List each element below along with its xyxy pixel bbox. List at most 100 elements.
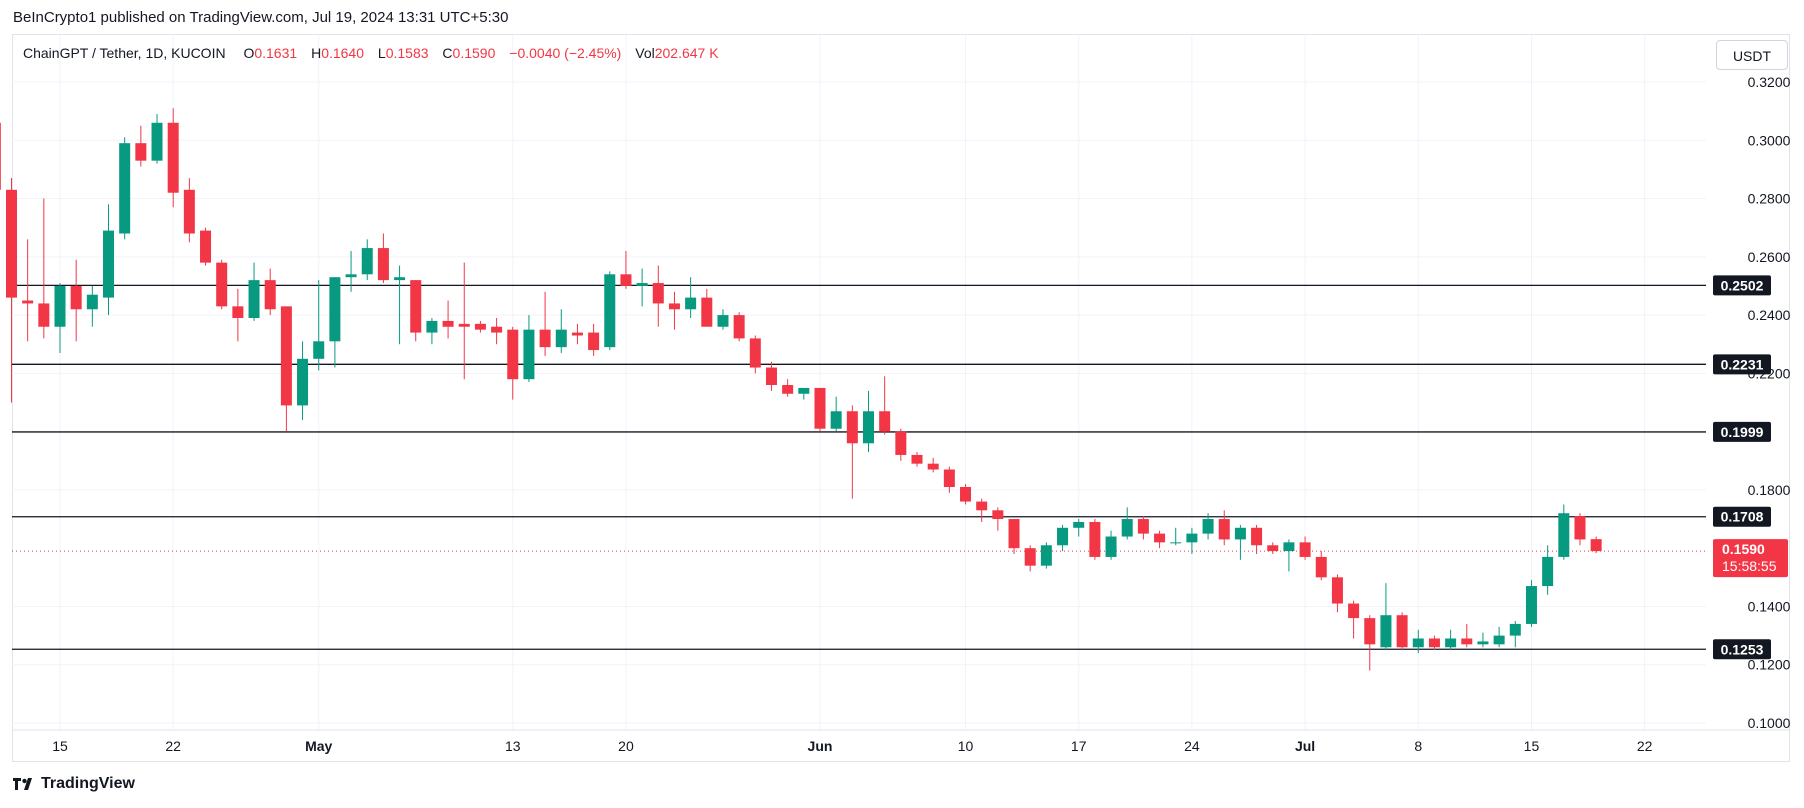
y-tick-label: 0.2800 bbox=[1748, 191, 1791, 207]
candle bbox=[1509, 621, 1521, 648]
candle bbox=[394, 265, 406, 345]
candle-body bbox=[1364, 618, 1376, 645]
candle bbox=[280, 306, 292, 432]
candle bbox=[895, 428, 907, 461]
candle-body bbox=[377, 248, 389, 281]
candle-body bbox=[200, 230, 212, 263]
level-label-box bbox=[1713, 639, 1771, 660]
low-value: 0.1583 bbox=[385, 45, 429, 61]
candle bbox=[38, 198, 50, 339]
candle-body bbox=[1170, 542, 1182, 544]
level-label: 0.1253 bbox=[1721, 641, 1764, 657]
candle-body bbox=[119, 143, 131, 234]
candle-body bbox=[879, 411, 891, 432]
candle-body bbox=[410, 280, 422, 333]
candle bbox=[749, 335, 761, 374]
candle-body bbox=[329, 277, 341, 342]
candle-body bbox=[135, 143, 147, 161]
x-tick-label: 15 bbox=[1524, 738, 1540, 754]
candle bbox=[167, 108, 179, 208]
candle bbox=[555, 309, 567, 353]
candle-body bbox=[927, 463, 939, 470]
x-tick-label: Jun bbox=[808, 738, 833, 754]
candle-body bbox=[1590, 539, 1602, 552]
candle bbox=[151, 114, 163, 164]
candle-body bbox=[555, 329, 567, 348]
candle-body bbox=[1525, 586, 1537, 624]
candle-body bbox=[765, 367, 777, 386]
candle bbox=[70, 259, 82, 342]
candle-body bbox=[458, 323, 470, 327]
level-labels: 0.2502 0.2231 0.1999 0.1708 0.1253 bbox=[1713, 275, 1771, 660]
candle bbox=[1590, 536, 1602, 554]
candle-body bbox=[911, 454, 923, 464]
y-tick-label: 0.1400 bbox=[1748, 598, 1791, 614]
symbol-label[interactable]: ChainGPT / Tether, 1D, KUCOIN bbox=[23, 45, 226, 61]
candle-body bbox=[976, 501, 988, 511]
candle bbox=[846, 405, 858, 499]
candle-body bbox=[652, 283, 664, 304]
level-label: 0.2502 bbox=[1721, 277, 1764, 293]
candle bbox=[377, 233, 389, 284]
candle-body bbox=[280, 306, 292, 406]
candle bbox=[1202, 513, 1214, 540]
candle bbox=[1121, 507, 1133, 540]
candle-body bbox=[604, 274, 616, 348]
candle-body bbox=[1461, 638, 1473, 645]
candle bbox=[1024, 545, 1036, 572]
level-label: 0.1708 bbox=[1721, 509, 1764, 525]
candle bbox=[539, 291, 551, 356]
x-tick-label: 10 bbox=[958, 738, 974, 754]
candle-body bbox=[620, 274, 632, 286]
candle bbox=[1315, 551, 1327, 581]
x-tick-label: 20 bbox=[618, 738, 634, 754]
close-label: C bbox=[442, 45, 453, 61]
candle-body bbox=[1574, 516, 1586, 540]
candle bbox=[701, 288, 713, 327]
candle bbox=[1137, 516, 1149, 540]
candle-body bbox=[361, 248, 373, 275]
candle-body bbox=[183, 189, 195, 234]
candle bbox=[54, 283, 66, 353]
currency-button[interactable]: USDT bbox=[1716, 40, 1788, 70]
candle-body bbox=[1428, 638, 1440, 648]
candle bbox=[0, 122, 1, 190]
candle-body bbox=[54, 285, 66, 327]
publisher-line: BeInCrypto1 published on TradingView.com… bbox=[13, 9, 509, 26]
candle bbox=[927, 457, 939, 473]
candle-body bbox=[394, 277, 406, 281]
candle bbox=[1186, 527, 1198, 555]
candle-body bbox=[1040, 545, 1052, 566]
candle-body bbox=[830, 411, 842, 429]
candle bbox=[183, 178, 195, 243]
candle-body bbox=[1105, 536, 1117, 557]
candle-body bbox=[1251, 527, 1263, 546]
candle-body bbox=[749, 338, 761, 368]
candle bbox=[232, 288, 244, 342]
candle bbox=[248, 262, 260, 321]
candle-body bbox=[1509, 623, 1521, 636]
candle bbox=[491, 318, 503, 345]
close-value: 0.1590 bbox=[452, 45, 496, 61]
change-value: −0.0040 (−2.45%) bbox=[509, 45, 622, 61]
candle bbox=[782, 379, 794, 397]
tradingview-logo-icon bbox=[13, 778, 32, 790]
candle bbox=[119, 137, 131, 240]
candle-body bbox=[733, 315, 745, 339]
candle bbox=[264, 268, 276, 316]
candle bbox=[1089, 519, 1101, 560]
candle-body bbox=[474, 323, 486, 330]
x-tick-label: 24 bbox=[1184, 738, 1200, 754]
candle bbox=[685, 277, 697, 319]
candle bbox=[1525, 580, 1537, 627]
level-label-box bbox=[1713, 275, 1771, 296]
candle bbox=[216, 259, 228, 310]
candle-body bbox=[0, 122, 1, 190]
candle-body bbox=[1267, 545, 1279, 552]
candle bbox=[1283, 539, 1295, 572]
candle-body bbox=[1477, 641, 1489, 645]
candle-body bbox=[345, 274, 357, 278]
open-value: 0.1631 bbox=[254, 45, 298, 61]
